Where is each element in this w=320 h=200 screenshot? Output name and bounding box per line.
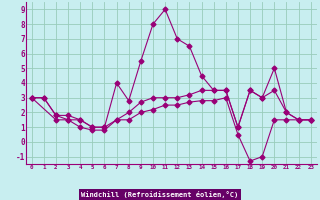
Text: Windchill (Refroidissement éolien,°C): Windchill (Refroidissement éolien,°C) — [81, 191, 239, 198]
